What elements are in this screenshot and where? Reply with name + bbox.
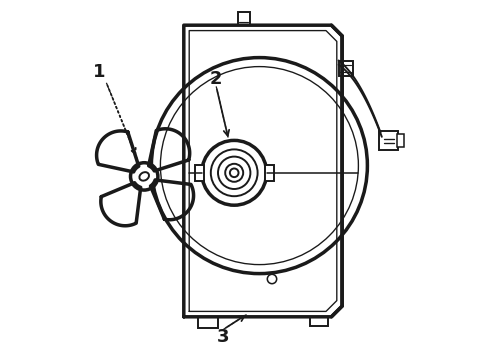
Bar: [397, 134, 404, 147]
Text: 3: 3: [217, 328, 230, 346]
Text: 2: 2: [210, 70, 222, 88]
Circle shape: [130, 163, 158, 190]
Bar: [339, 61, 353, 76]
Bar: [198, 317, 218, 328]
FancyBboxPatch shape: [379, 131, 398, 150]
Text: 1: 1: [93, 63, 105, 81]
Bar: [238, 12, 250, 25]
Bar: [195, 165, 204, 181]
Bar: [310, 317, 328, 326]
Bar: [265, 165, 274, 181]
